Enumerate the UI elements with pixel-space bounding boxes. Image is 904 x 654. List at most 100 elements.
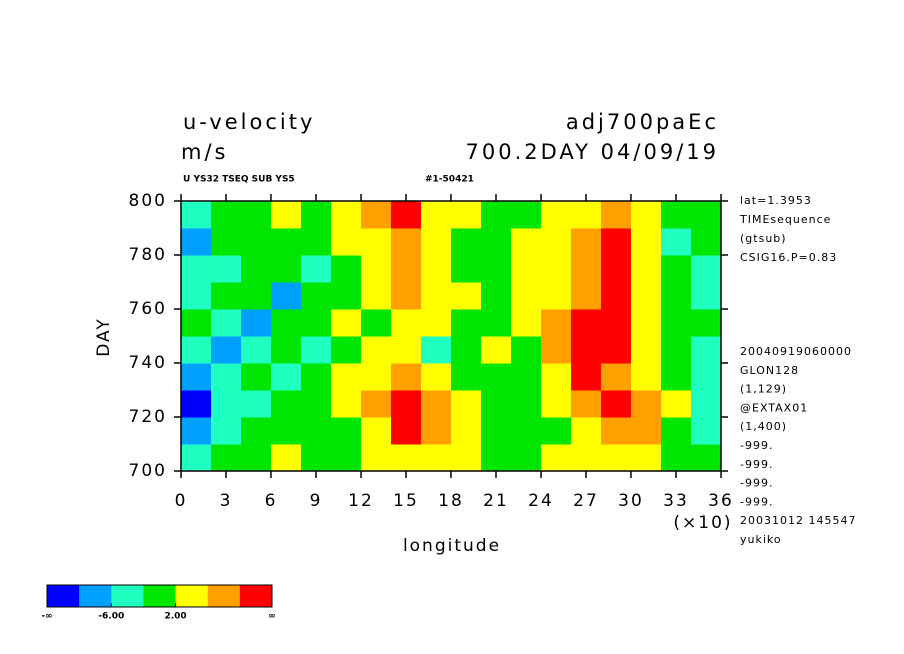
heatmap-cell bbox=[211, 255, 242, 283]
x-tick-label: 0 bbox=[175, 491, 188, 511]
y-tick-label: 800 bbox=[129, 191, 167, 211]
heatmap-cell bbox=[211, 228, 242, 256]
colorbar-swatch bbox=[175, 585, 209, 607]
heatmap-cell bbox=[211, 417, 242, 445]
heatmap-cell bbox=[691, 363, 722, 391]
heatmap-cell bbox=[451, 309, 482, 337]
heatmap-cell bbox=[661, 390, 692, 418]
heatmap-cell bbox=[601, 228, 632, 256]
heatmap-cell bbox=[391, 444, 422, 472]
heatmap-cell bbox=[421, 363, 452, 391]
heatmap-cell bbox=[301, 201, 332, 229]
heatmap-cell bbox=[511, 228, 542, 256]
heatmap-cell bbox=[241, 336, 272, 364]
heatmap-cell bbox=[331, 282, 362, 310]
heatmap-cell bbox=[361, 417, 392, 445]
heatmap-cell bbox=[631, 417, 662, 445]
info-text: lat=1.3953 bbox=[740, 194, 812, 207]
heatmap-cell bbox=[301, 255, 332, 283]
heatmap-cell bbox=[301, 390, 332, 418]
heatmap-cell bbox=[601, 390, 632, 418]
colorbar-label: -6.00 bbox=[98, 612, 124, 622]
heatmap-cell bbox=[301, 336, 332, 364]
y-axis-label: DAY bbox=[94, 317, 114, 357]
heatmap-cell bbox=[691, 228, 722, 256]
heatmap-cell bbox=[271, 228, 302, 256]
heatmap-cell bbox=[541, 336, 572, 364]
heatmap-cell bbox=[421, 417, 452, 445]
heatmap-cell bbox=[361, 282, 392, 310]
heatmap-cell bbox=[691, 309, 722, 337]
heatmap-cell bbox=[271, 255, 302, 283]
heatmap-cell bbox=[271, 201, 302, 229]
heatmap-cell bbox=[451, 201, 482, 229]
heatmap-cell bbox=[601, 336, 632, 364]
heatmap-cell bbox=[481, 390, 512, 418]
heatmap-cell bbox=[211, 336, 242, 364]
heatmap-cell bbox=[421, 336, 452, 364]
heatmap-cell bbox=[601, 255, 632, 283]
info-text: TIMEsequence bbox=[739, 213, 831, 226]
heatmap-cell bbox=[361, 309, 392, 337]
heatmap-cell bbox=[181, 201, 212, 229]
heatmap-cell bbox=[331, 255, 362, 283]
heatmap-cell bbox=[691, 390, 722, 418]
heatmap-cell bbox=[541, 444, 572, 472]
x-tick-label: 24 bbox=[528, 491, 554, 511]
heatmap-cell bbox=[661, 228, 692, 256]
heatmap-cell bbox=[601, 444, 632, 472]
heatmap-cell bbox=[541, 282, 572, 310]
x-tick-label: 6 bbox=[265, 491, 278, 511]
heatmap-cell bbox=[601, 363, 632, 391]
info-text: @EXTAX01 bbox=[740, 401, 808, 414]
heatmap-cell bbox=[241, 201, 272, 229]
heatmap-cell bbox=[481, 417, 512, 445]
heatmap-cell bbox=[211, 390, 242, 418]
heatmap-cell bbox=[211, 201, 242, 229]
x-tick-label: 21 bbox=[483, 491, 509, 511]
heatmap-cell bbox=[511, 282, 542, 310]
heatmap-cell bbox=[421, 309, 452, 337]
run-id: #1-50421 bbox=[425, 175, 474, 185]
heatmap-cell bbox=[391, 282, 422, 310]
heatmap-cell bbox=[631, 282, 662, 310]
heatmap-cell bbox=[211, 282, 242, 310]
heatmap-cell bbox=[331, 309, 362, 337]
heatmap-cell bbox=[331, 336, 362, 364]
heatmap-cell bbox=[691, 201, 722, 229]
heatmap-cell bbox=[571, 309, 602, 337]
heatmap-cell bbox=[391, 417, 422, 445]
x-tick-label: 9 bbox=[310, 491, 323, 511]
heatmap-cell bbox=[571, 444, 602, 472]
colorbar-label: ∞ bbox=[268, 612, 276, 622]
heatmap-cell bbox=[571, 390, 602, 418]
y-tick-label: 700 bbox=[129, 461, 167, 481]
x-tick-label: 33 bbox=[663, 491, 689, 511]
colorbar-swatch bbox=[143, 585, 177, 607]
heatmap-cell bbox=[631, 255, 662, 283]
colorbar-swatch bbox=[111, 585, 144, 607]
heatmap-cell bbox=[181, 228, 212, 256]
heatmap-cell bbox=[331, 363, 362, 391]
heatmap-cell bbox=[541, 417, 572, 445]
heatmap-cell bbox=[331, 417, 362, 445]
heatmap-cell bbox=[241, 309, 272, 337]
info-text: (gtsub) bbox=[740, 232, 787, 245]
info-text: -999. bbox=[740, 477, 773, 490]
heatmap-cell bbox=[571, 363, 602, 391]
x-tick-label: 27 bbox=[573, 491, 599, 511]
heatmap-cell bbox=[181, 255, 212, 283]
x-tick-label: 36 bbox=[708, 491, 734, 511]
colorbar-swatch bbox=[47, 585, 80, 607]
heatmap-cell bbox=[271, 282, 302, 310]
heatmap-cell bbox=[271, 309, 302, 337]
heatmap-cell bbox=[181, 336, 212, 364]
x-scale-label: (×10) bbox=[673, 513, 732, 533]
x-tick-label: 12 bbox=[348, 491, 374, 511]
heatmap-cell bbox=[361, 444, 392, 472]
colorbar-frame bbox=[46, 584, 273, 608]
heatmap-cell bbox=[211, 363, 242, 391]
heatmap-cell bbox=[451, 363, 482, 391]
heatmap-cell bbox=[541, 363, 572, 391]
